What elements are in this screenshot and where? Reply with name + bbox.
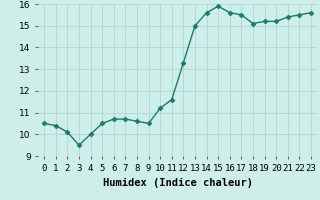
X-axis label: Humidex (Indice chaleur): Humidex (Indice chaleur)	[103, 178, 252, 188]
